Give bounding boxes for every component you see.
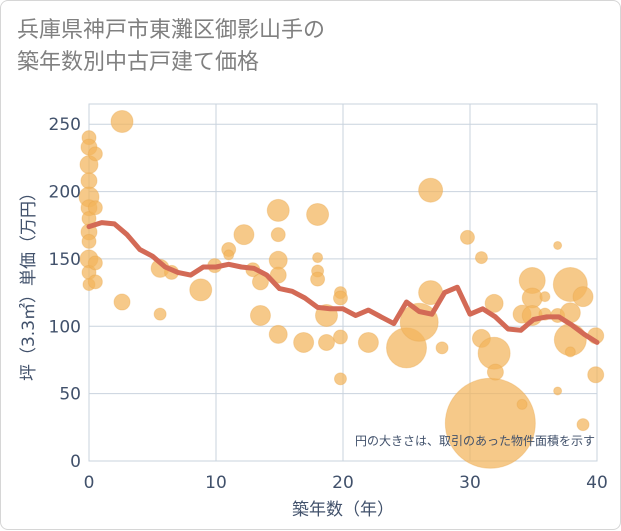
data-bubble	[332, 290, 348, 306]
data-bubble	[553, 386, 563, 396]
data-bubble	[249, 305, 271, 327]
data-bubble	[459, 229, 475, 245]
data-bubble	[521, 287, 543, 309]
data-bubble	[80, 172, 98, 190]
x-axis-ticks: 0 10 20 30 40	[84, 473, 608, 493]
data-bubble	[293, 331, 315, 353]
trend-line	[86, 220, 600, 345]
data-bubble	[539, 291, 551, 303]
y-axis-ticks: 0 50 100 150 200 250	[49, 115, 81, 472]
data-bubble	[332, 329, 348, 345]
data-bubble	[516, 398, 528, 410]
data-bubble	[87, 274, 103, 290]
data-bubble	[572, 286, 594, 308]
data-bubble	[444, 377, 536, 469]
data-bubble	[268, 250, 288, 270]
data-bubble	[317, 333, 335, 351]
data-bubble	[87, 255, 103, 271]
y-axis-title: 坪（3.3㎡）単価（万円）	[19, 184, 39, 381]
data-bubble	[270, 227, 286, 243]
data-bubble	[486, 363, 504, 381]
data-bubble	[435, 341, 449, 355]
data-bubble	[269, 266, 287, 284]
data-bubble	[576, 418, 590, 432]
chart-title: 兵庫県神戸市東灘区御影山手の 築年数別中古戸建て価格	[17, 18, 326, 75]
x-tick-label: 30	[459, 473, 481, 493]
x-tick-label: 20	[332, 473, 354, 493]
data-bubble	[310, 271, 326, 287]
data-bubble	[312, 252, 324, 264]
data-bubble	[223, 249, 235, 261]
data-bubble	[587, 366, 605, 384]
y-tick-label: 100	[49, 317, 81, 337]
data-bubble	[553, 240, 563, 250]
data-bubble	[266, 198, 290, 222]
data-bubble	[333, 372, 347, 386]
y-tick-label: 250	[49, 115, 81, 135]
data-bubble	[233, 224, 255, 246]
data-bubble	[81, 233, 97, 249]
x-tick-label: 40	[586, 473, 608, 493]
x-tick-label: 0	[84, 473, 95, 493]
bubble-layer	[78, 110, 605, 469]
x-tick-label: 10	[205, 473, 227, 493]
data-bubble	[113, 293, 131, 311]
data-bubble	[306, 202, 330, 226]
data-bubble	[153, 307, 167, 321]
y-tick-label: 50	[59, 385, 81, 405]
data-bubble	[268, 324, 288, 344]
y-tick-label: 150	[49, 250, 81, 270]
y-tick-label: 200	[49, 183, 81, 203]
x-axis-title: 築年数（年）	[292, 500, 394, 520]
data-bubble	[564, 346, 576, 358]
data-bubble	[87, 146, 103, 162]
y-tick-label: 0	[70, 452, 81, 472]
data-bubble	[110, 110, 134, 134]
data-bubble	[418, 177, 444, 203]
data-bubble	[357, 331, 379, 353]
size-legend-note: 円の大きさは、取引のあった物件面積を示す	[355, 433, 595, 448]
data-bubble	[87, 200, 103, 216]
data-bubble	[484, 293, 504, 313]
data-bubble	[474, 251, 488, 265]
data-bubble	[189, 278, 213, 302]
